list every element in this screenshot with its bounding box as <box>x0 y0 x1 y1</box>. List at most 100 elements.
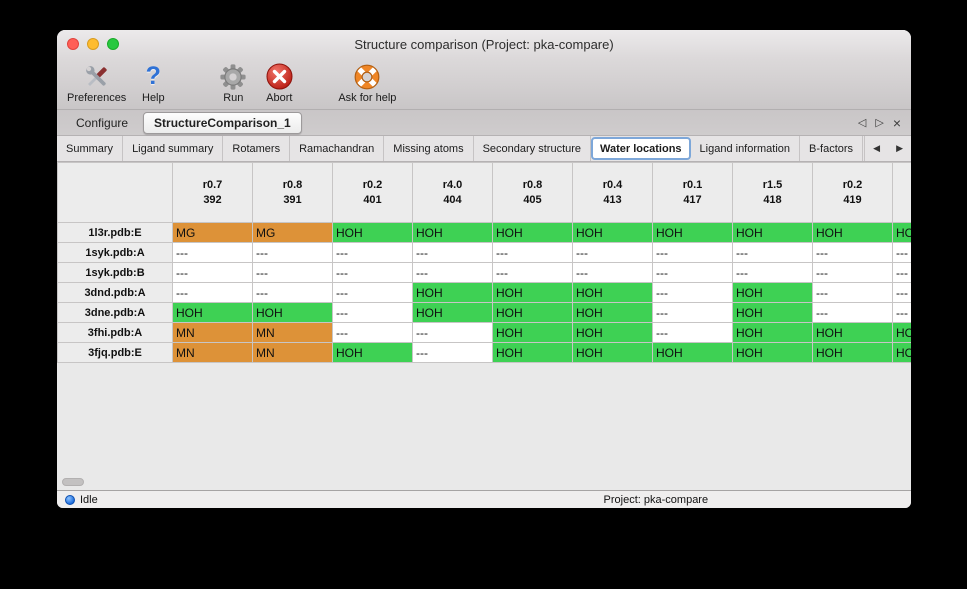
subtab-water-locations[interactable]: Water locations <box>591 137 691 160</box>
column-header[interactable] <box>892 162 911 223</box>
table-cell[interactable]: HOH <box>732 302 813 323</box>
table-cell[interactable]: --- <box>572 262 653 283</box>
table-cell[interactable]: HOH <box>812 222 893 243</box>
tab-close-icon[interactable]: × <box>892 114 901 131</box>
table-cell[interactable]: HOH <box>492 302 573 323</box>
table-cell[interactable]: --- <box>572 242 653 263</box>
table-cell[interactable]: --- <box>892 242 911 263</box>
table-cell[interactable]: HOH <box>732 322 813 343</box>
tab-prev-icon[interactable]: ◁ <box>857 117 867 129</box>
row-header[interactable]: 1syk.pdb:B <box>57 262 173 283</box>
subtab-summary[interactable]: Summary <box>57 136 124 161</box>
column-header[interactable]: r4.0 404 <box>412 162 493 223</box>
ask-for-help-button[interactable]: Ask for help <box>338 61 396 104</box>
table-cell[interactable]: --- <box>492 242 573 263</box>
subtab-b-factors[interactable]: B-factors <box>800 136 864 161</box>
tab-next-icon[interactable]: ▷ <box>875 117 884 129</box>
table-cell[interactable]: --- <box>492 262 573 283</box>
table-viewport[interactable]: r0.7 392 r0.8 391 r0.2 401 r4.0 404 r0.8 405 r0.4 4… <box>57 162 911 474</box>
horizontal-scrollbar[interactable] <box>57 474 911 490</box>
preferences-button[interactable]: Preferences <box>67 61 126 104</box>
table-cell[interactable]: HOH <box>572 282 653 303</box>
table-cell[interactable]: --- <box>332 322 413 343</box>
table-cell[interactable]: --- <box>812 302 893 323</box>
table-cell[interactable]: --- <box>652 302 733 323</box>
table-cell[interactable]: HOH <box>812 342 893 363</box>
column-header[interactable]: r0.2 401 <box>332 162 413 223</box>
column-header[interactable]: r0.2 419 <box>812 162 893 223</box>
table-cell[interactable]: HOH <box>492 322 573 343</box>
subtab-rotamers[interactable]: Rotamers <box>223 136 291 161</box>
table-cell[interactable]: HOH <box>412 282 493 303</box>
table-cell[interactable]: HOH <box>492 282 573 303</box>
tab-configure[interactable]: Configure <box>76 115 129 130</box>
table-cell[interactable]: HOH <box>732 282 813 303</box>
table-cell[interactable]: HOH <box>252 302 333 323</box>
column-header[interactable]: r0.8 405 <box>492 162 573 223</box>
table-cell[interactable]: HOH <box>412 222 493 243</box>
table-cell[interactable]: --- <box>172 262 253 283</box>
table-cell[interactable]: --- <box>412 342 493 363</box>
column-header[interactable]: r0.7 392 <box>172 162 253 223</box>
table-cell[interactable]: HOH <box>492 342 573 363</box>
table-cell[interactable]: HOH <box>172 302 253 323</box>
close-button[interactable] <box>67 38 79 50</box>
table-cell[interactable]: --- <box>252 282 333 303</box>
table-cell[interactable]: --- <box>652 322 733 343</box>
row-header[interactable]: 3fhi.pdb:A <box>57 322 173 343</box>
minimize-button[interactable] <box>87 38 99 50</box>
table-cell[interactable]: --- <box>332 242 413 263</box>
table-cell[interactable]: --- <box>332 282 413 303</box>
table-cell[interactable]: MG <box>252 222 333 243</box>
zoom-button[interactable] <box>107 38 119 50</box>
table-cell[interactable]: HOH <box>332 222 413 243</box>
table-cell[interactable]: --- <box>412 242 493 263</box>
table-cell[interactable]: --- <box>412 322 493 343</box>
column-header[interactable]: r0.4 413 <box>572 162 653 223</box>
table-cell[interactable]: HOH <box>492 222 573 243</box>
subtab-ligand-information[interactable]: Ligand information <box>691 136 801 161</box>
row-header[interactable]: 3fjq.pdb:E <box>57 342 173 363</box>
table-cell[interactable]: --- <box>652 242 733 263</box>
table-cell[interactable]: HOH <box>332 342 413 363</box>
table-cell[interactable]: HOH <box>572 302 653 323</box>
row-header[interactable]: 1l3r.pdb:E <box>57 222 173 243</box>
subtab-prev-icon[interactable]: ◀ <box>873 143 881 153</box>
table-cell[interactable]: HOH <box>572 222 653 243</box>
table-cell[interactable]: HOH <box>412 302 493 323</box>
run-button[interactable]: Run <box>210 61 256 104</box>
table-cell[interactable]: --- <box>652 262 733 283</box>
table-cell[interactable]: HOH <box>652 222 733 243</box>
table-cell[interactable]: HOH <box>572 322 653 343</box>
table-cell[interactable]: HOH <box>652 342 733 363</box>
table-cell[interactable]: MN <box>172 322 253 343</box>
table-cell[interactable]: HOH <box>732 222 813 243</box>
table-cell[interactable]: --- <box>892 302 911 323</box>
row-header[interactable]: 3dnd.pdb:A <box>57 282 173 303</box>
table-cell[interactable]: MN <box>172 342 253 363</box>
table-cell[interactable]: --- <box>732 242 813 263</box>
table-cell[interactable]: HOH <box>892 222 911 243</box>
table-cell[interactable]: HOH <box>892 342 911 363</box>
table-cell[interactable]: HOH <box>732 342 813 363</box>
row-header[interactable]: 1syk.pdb:A <box>57 242 173 263</box>
table-cell[interactable]: HOH <box>812 322 893 343</box>
table-cell[interactable]: --- <box>812 282 893 303</box>
subtab-next-icon[interactable]: ▶ <box>896 143 903 153</box>
help-button[interactable]: ? Help <box>130 61 176 105</box>
row-header[interactable]: 3dne.pdb:A <box>57 302 173 323</box>
scrollbar-thumb[interactable] <box>62 478 84 486</box>
subtab-secondary-structure[interactable]: Secondary structure <box>474 136 592 161</box>
column-header[interactable]: r0.1 417 <box>652 162 733 223</box>
table-cell[interactable]: HOH <box>572 342 653 363</box>
tab-structurecomparison-1[interactable]: StructureComparison_1 <box>143 111 302 134</box>
table-cell[interactable]: HOH <box>892 322 911 343</box>
table-cell[interactable]: --- <box>252 262 333 283</box>
table-cell[interactable]: --- <box>812 242 893 263</box>
table-cell[interactable]: MN <box>252 342 333 363</box>
table-cell[interactable]: --- <box>172 282 253 303</box>
table-cell[interactable]: --- <box>812 262 893 283</box>
table-cell[interactable]: --- <box>172 242 253 263</box>
subtab-ligand-summary[interactable]: Ligand summary <box>123 136 224 161</box>
table-cell[interactable]: --- <box>732 262 813 283</box>
